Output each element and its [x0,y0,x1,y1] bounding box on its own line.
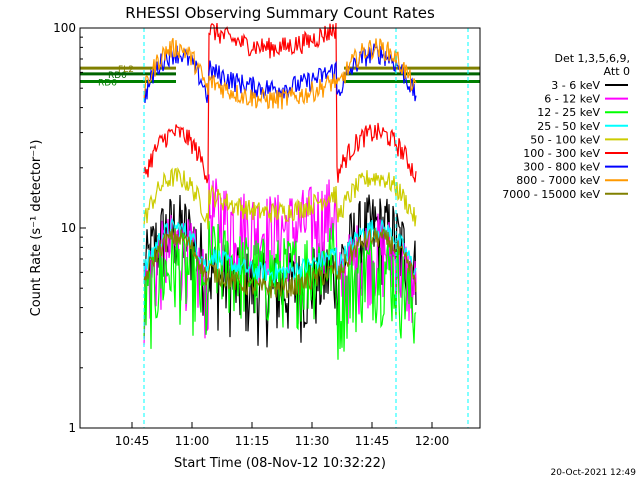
legend-entry: 7000 - 15000 keV [502,188,600,201]
legend-entry: 6 - 12 keV [544,93,600,106]
x-tick-label: 11:45 [355,434,390,448]
legend-entry: 3 - 6 keV [551,79,600,92]
render-timestamp: 20-Oct-2021 12:49 [551,468,637,478]
orbit-flag-label: FL2 [118,65,134,75]
series-line [143,166,417,230]
series-line [143,227,417,299]
x-tick-label: 11:30 [295,434,330,448]
y-tick-label: 100 [53,21,76,35]
series-line [143,43,417,104]
legend-entry: 100 - 300 keV [523,147,600,160]
x-tick-label: 11:00 [175,434,210,448]
legend-header: Att 0 [604,65,630,78]
y-tick-label: 10 [61,221,76,235]
y-axis-label: Count Rate (s⁻¹ detector⁻¹) [29,140,44,317]
legend-entry: 25 - 50 keV [537,120,600,133]
orbit-flag-label: RD0 [108,71,127,81]
legend-entry: 300 - 800 keV [523,161,600,174]
x-tick-label: 12:00 [415,434,450,448]
legend-entry: 800 - 7000 keV [516,174,600,187]
y-tick-label: 1 [68,421,76,435]
legend-entry: 12 - 25 keV [537,106,600,119]
legend-header: Det 1,3,5,6,9, [554,52,630,65]
chart-title: RHESSI Observing Summary Count Rates [125,4,435,22]
legend-entry: 50 - 100 keV [530,133,600,146]
axes-layer: 1 10 100 10:45 11:00 11:15 11:30 11:45 12:00 [53,21,449,448]
x-axis-label: Start Time (08-Nov-12 10:32:22) [174,456,386,471]
x-tick-label: 10:45 [115,434,150,448]
series-line [143,37,417,110]
series-line [143,22,417,184]
x-tick-label: 11:15 [235,434,270,448]
orbit-flag-label: RD6 [98,79,117,89]
